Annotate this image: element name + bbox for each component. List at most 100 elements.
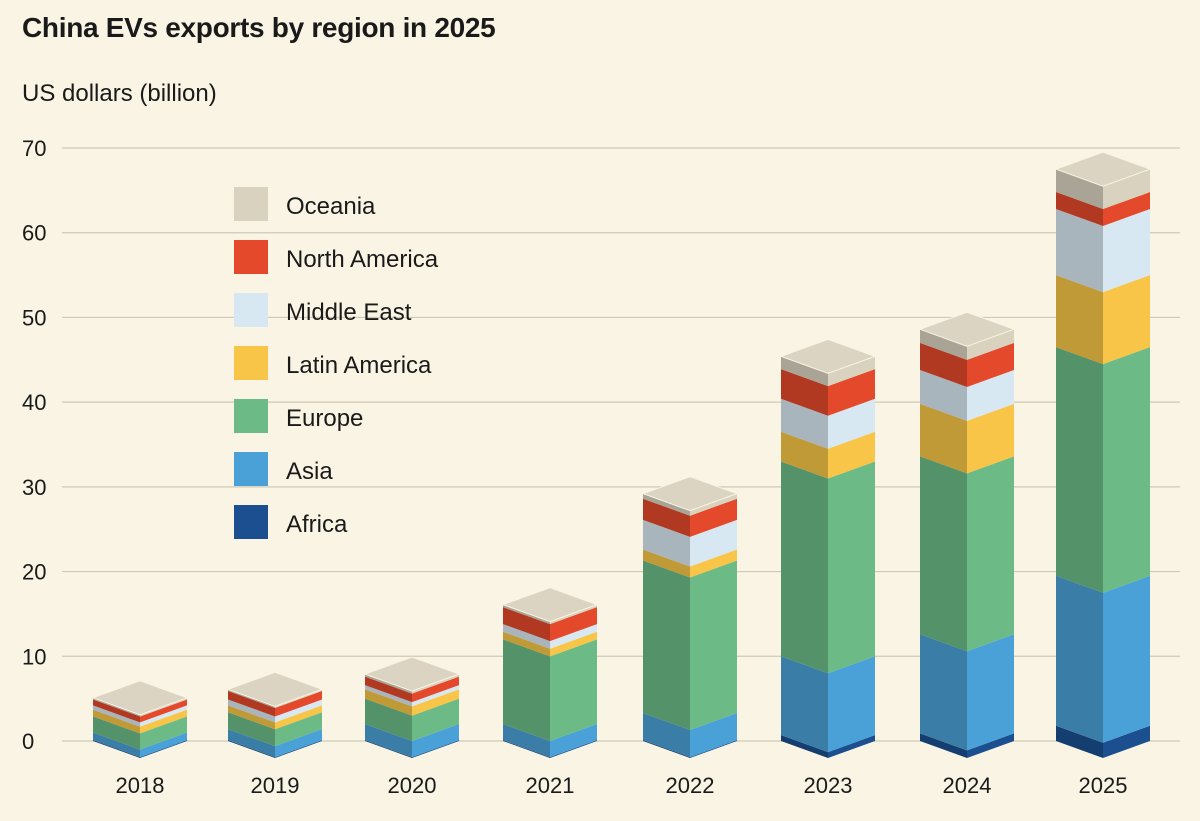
legend-label: Europe: [286, 405, 363, 432]
bar-top-face: [641, 476, 739, 512]
bar-segment-africa: [967, 733, 1014, 758]
legend-swatch: [234, 452, 268, 486]
bar-segment-europe-left: [920, 456, 967, 652]
bar-segment-europe-left: [503, 639, 550, 742]
bar-segment-asia: [1103, 575, 1150, 743]
x-tick-label: 2021: [526, 773, 575, 798]
bar-segment-africa-left: [93, 740, 140, 758]
bar-segment-oceania: [690, 493, 737, 516]
bar-segment-oceania: [412, 674, 459, 694]
bar-segment-europe: [140, 716, 187, 750]
bar-segment-oceania-left: [781, 356, 828, 387]
bar-segment-europe: [967, 456, 1014, 652]
y-tick-label: 10: [22, 644, 46, 669]
bar-segment-europe: [412, 698, 459, 742]
y-axis-label: US dollars (billion): [22, 80, 217, 107]
bar-segment-europe: [690, 560, 737, 731]
y-tick-label: 30: [22, 475, 46, 500]
y-tick-label: 60: [22, 221, 46, 246]
bar-top-face: [91, 680, 189, 716]
bar-segment-north-america-left: [920, 342, 967, 387]
legend-label: Asia: [286, 458, 333, 485]
bar-segment-africa: [1103, 725, 1150, 758]
bar-segment-north-america-left: [503, 607, 550, 642]
bar-top-face: [1054, 151, 1152, 187]
bar-segment-latin-america: [1103, 275, 1150, 365]
bar-segment-asia-left: [503, 724, 550, 758]
bar-segment-latin-america: [550, 631, 597, 657]
bar-segment-latin-america-left: [920, 403, 967, 474]
bar-segment-europe-left: [643, 560, 690, 731]
bar-top-face: [918, 311, 1016, 347]
bar-segment-asia-left: [228, 729, 275, 758]
bar-segment-middle-east-left: [503, 624, 550, 649]
bar-segment-europe-left: [1056, 347, 1103, 593]
bar-segment-north-america-left: [365, 676, 412, 703]
bar-segment-middle-east: [967, 369, 1014, 421]
bar-segment-middle-east-left: [920, 369, 967, 421]
legend-swatch: [234, 187, 268, 221]
bar-segment-asia: [140, 732, 187, 758]
legend-item: Asia: [234, 452, 333, 486]
bar-segment-europe-left: [93, 716, 140, 750]
bar-segment-north-america: [275, 691, 322, 717]
bar-column-2019: [226, 671, 324, 758]
bar-segment-africa: [412, 740, 459, 758]
x-tick-label: 2025: [1079, 773, 1128, 798]
legend-swatch: [234, 293, 268, 327]
bar-column-2018: [91, 680, 189, 758]
legend-item: Africa: [234, 505, 348, 539]
bar-segment-africa: [690, 740, 737, 758]
bar-segment-latin-america-left: [93, 709, 140, 734]
bar-segment-latin-america-left: [503, 631, 550, 657]
bar-segment-europe: [1103, 347, 1150, 593]
y-tick-label: 70: [22, 136, 46, 161]
bar-segment-middle-east: [412, 685, 459, 707]
bar-segment-europe-left: [365, 698, 412, 742]
bar-segment-north-america-left: [781, 369, 828, 416]
bar-segment-oceania-left: [643, 493, 690, 516]
bar-segment-africa: [828, 735, 875, 758]
bar-column-2021: [501, 587, 599, 758]
bar-segment-latin-america-left: [365, 689, 412, 716]
legend-label: Africa: [286, 511, 348, 538]
bar-segment-asia-left: [93, 732, 140, 758]
bar-segment-oceania: [967, 329, 1014, 360]
bar-segment-north-america-left: [228, 691, 275, 717]
bar-segment-asia: [690, 713, 737, 758]
bar-segment-africa: [550, 740, 597, 758]
x-tick-label: 2019: [251, 773, 300, 798]
chart-title: China EVs exports by region in 2025: [22, 12, 496, 43]
legend-swatch: [234, 399, 268, 433]
x-tick-label: 2023: [804, 773, 853, 798]
bar-segment-asia-left: [365, 724, 412, 758]
bar-segment-oceania-left: [920, 329, 967, 360]
bar-segment-middle-east-left: [643, 519, 690, 567]
bar-segment-latin-america-left: [781, 431, 828, 479]
bar-column-2023: [779, 338, 877, 758]
bar-segment-africa-left: [1056, 725, 1103, 758]
bar-segment-africa-left: [228, 740, 275, 758]
bar-column-2022: [641, 476, 739, 758]
legend-swatch: [234, 505, 268, 539]
bar-segment-europe: [550, 639, 597, 742]
bar-segment-middle-east-left: [93, 705, 140, 727]
bar-segment-oceania-left: [1056, 169, 1103, 210]
bar-segment-africa: [140, 740, 187, 758]
bar-segment-latin-america-left: [228, 705, 275, 730]
bar-segment-europe-left: [228, 712, 275, 747]
bar-segment-middle-east: [828, 398, 875, 449]
bar-segment-north-america-left: [93, 699, 140, 723]
bar-segment-asia-left: [643, 713, 690, 758]
bar-segment-asia-left: [1056, 575, 1103, 743]
bar-segment-latin-america: [967, 403, 1014, 474]
bar-segment-north-america: [967, 342, 1014, 387]
bar-segment-oceania: [828, 356, 875, 387]
x-tick-label: 2024: [943, 773, 992, 798]
legend-item: Middle East: [234, 293, 412, 327]
bar-column-2020: [363, 656, 461, 758]
bar-segment-asia: [412, 724, 459, 758]
bar-segment-oceania: [550, 604, 597, 625]
